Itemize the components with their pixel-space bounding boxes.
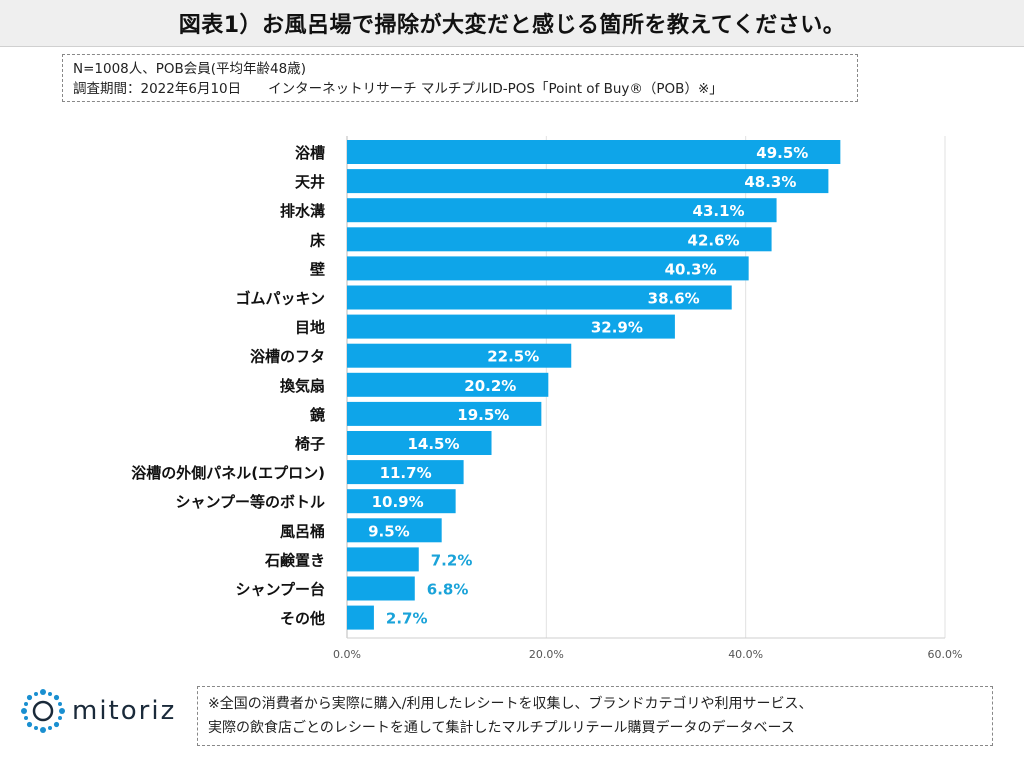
x-tick-label: 40.0% (728, 648, 763, 661)
category-label: 椅子 (295, 435, 325, 453)
footnote-line-1: ※全国の消費者から実際に購入/利用したレシートを収集し、ブランドカテゴリや利用サ… (208, 696, 813, 712)
bar (347, 372, 549, 397)
data-label: 10.9% (372, 493, 424, 511)
category-label: 浴槽 (295, 144, 325, 162)
bar (347, 460, 464, 485)
data-label: 32.9% (591, 319, 643, 337)
category-label: ゴムパッキン (235, 290, 325, 308)
category-label: 風呂桶 (280, 522, 325, 540)
bar (347, 343, 572, 368)
data-label: 19.5% (457, 406, 509, 424)
data-label: 43.1% (693, 202, 745, 220)
bar-chart: 0.0% 20.0% 40.0% 60.0% 浴槽 49.5% 天井 48.3% 排水溝 43.1… (131, 136, 963, 661)
bar (347, 547, 419, 572)
category-label: 石鹸置き (264, 551, 325, 569)
bar (347, 576, 415, 601)
data-label: 40.3% (665, 260, 717, 278)
category-label: 目地 (295, 319, 325, 337)
category-label: 排水溝 (280, 202, 325, 220)
dotted-star-icon (21, 689, 65, 733)
data-label: 2.7% (386, 610, 428, 628)
survey-info-box: N=1008人、POB会員(平均年齢48歳) 調査期間：2022年6月10日 イ… (62, 54, 858, 102)
data-label: 6.8% (427, 581, 469, 599)
bar (347, 431, 492, 455)
bar (347, 140, 841, 164)
title-bar: 図表1）お風呂場で掃除が大変だと感じる箇所を教えてください。 (0, 0, 1024, 47)
data-label: 11.7% (380, 464, 432, 482)
bar (347, 256, 749, 281)
bar (347, 314, 675, 339)
survey-sample-line: N=1008人、POB会員(平均年齢48歳) (73, 61, 307, 77)
category-label: 浴槽のフタ (250, 348, 325, 366)
category-label: 浴槽の外側パネル(エプロン) (131, 464, 325, 482)
mitoriz-logo: mitoriz (20, 688, 176, 734)
data-label: 42.6% (688, 231, 740, 249)
bar (347, 401, 542, 426)
category-label: 天井 (295, 173, 325, 191)
x-tick-label: 0.0% (333, 648, 361, 661)
category-label: 床 (310, 231, 326, 249)
x-tick-label: 20.0% (529, 648, 564, 661)
category-label: 壁 (310, 260, 325, 278)
bar (347, 285, 732, 310)
bar (347, 227, 772, 252)
category-label: シャンプー等のボトル (175, 493, 325, 511)
survey-period-line: 調査期間：2022年6月10日 インターネットリサーチ マルチプルID-POS「… (73, 81, 723, 97)
data-label: 22.5% (487, 348, 539, 366)
data-label: 9.5% (368, 522, 410, 540)
bar (347, 169, 829, 194)
data-label: 7.2% (431, 551, 473, 569)
footnote-line-2: 実際の飲食店ごとのレシートを通して集計したマルチプルリテール購買データのデータベ… (208, 720, 795, 736)
bar (347, 518, 442, 543)
bar (347, 489, 456, 514)
data-label: 38.6% (648, 290, 700, 308)
footnote-box: ※全国の消費者から実際に購入/利用したレシートを収集し、ブランドカテゴリや利用サ… (197, 686, 993, 746)
page-title: 図表1）お風呂場で掃除が大変だと感じる箇所を教えてください。 (178, 13, 846, 38)
bar (347, 605, 374, 630)
x-tick-label: 60.0% (928, 648, 963, 661)
data-label: 20.2% (464, 377, 516, 395)
category-label: シャンプー台 (235, 581, 325, 599)
category-label: その他 (280, 610, 325, 628)
data-label: 48.3% (744, 173, 796, 191)
bar (347, 198, 777, 223)
logo-text: mitoriz (72, 696, 177, 726)
category-label: 換気扇 (280, 377, 325, 395)
data-label: 49.5% (756, 144, 808, 162)
data-label: 14.5% (407, 435, 459, 453)
category-label: 鏡 (310, 406, 325, 424)
